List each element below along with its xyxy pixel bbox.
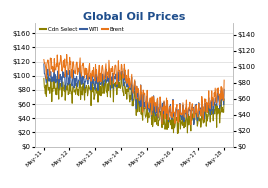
Brent	[43, 61, 46, 64]
WTI	[192, 124, 195, 126]
Brent	[222, 79, 226, 81]
WTI	[88, 77, 91, 80]
Brent	[169, 115, 173, 117]
WTI	[66, 73, 69, 75]
WTI	[169, 103, 172, 105]
Brent	[49, 58, 53, 60]
Brent	[88, 76, 92, 78]
Line: Brent: Brent	[44, 55, 224, 125]
Cdn Select	[43, 87, 46, 90]
Cdn Select	[45, 95, 48, 98]
Cdn Select	[120, 71, 123, 73]
Cdn Select	[88, 87, 91, 90]
Cdn Select	[49, 78, 53, 80]
Cdn Select	[222, 98, 226, 100]
Brent	[66, 73, 70, 76]
Cdn Select	[42, 77, 46, 80]
WTI	[49, 70, 53, 73]
Legend: Cdn Select, WTI, Brent: Cdn Select, WTI, Brent	[37, 24, 127, 34]
Brent	[45, 78, 48, 80]
Title: Global Oil Prices: Global Oil Prices	[83, 12, 185, 22]
Cdn Select	[66, 82, 69, 84]
WTI	[222, 88, 226, 90]
Brent	[65, 53, 68, 56]
Cdn Select	[169, 124, 173, 126]
Line: Cdn Select: Cdn Select	[44, 72, 224, 133]
WTI	[42, 63, 46, 65]
WTI	[45, 82, 48, 84]
Line: WTI: WTI	[44, 64, 224, 125]
WTI	[43, 73, 46, 75]
Cdn Select	[176, 132, 179, 135]
Brent	[42, 58, 46, 61]
Brent	[189, 124, 192, 126]
